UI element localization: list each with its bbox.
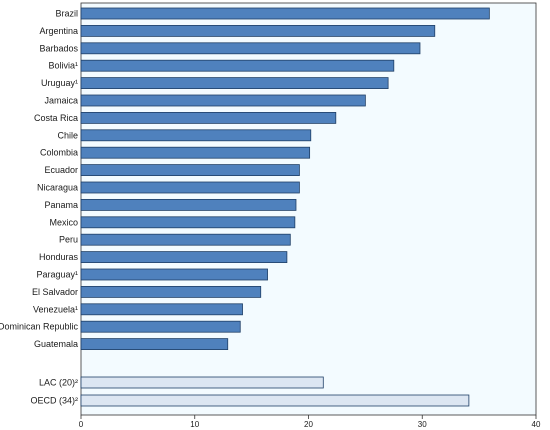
bar-ecuador — [80, 164, 300, 177]
bar-honduras — [80, 251, 288, 264]
category-label-oecd-34: OECD (34)² — [30, 396, 78, 406]
bar-jamaica — [80, 94, 366, 107]
category-label-barbados: Barbados — [39, 43, 78, 53]
bar-barbados — [80, 42, 421, 55]
bar-lac-20 — [80, 376, 324, 389]
bar-brazil — [80, 7, 490, 20]
x-tick-label-0: 0 — [79, 420, 84, 429]
x-tick-label-30: 30 — [418, 420, 427, 429]
x-tick-label-10: 10 — [190, 420, 199, 429]
category-labels: Brazil Argentina Barbados Bolivia¹ Uruguay¹ J… — [0, 9, 78, 406]
category-label-brazil: Brazil — [55, 9, 78, 19]
x-tick-label-20: 20 — [304, 420, 313, 429]
bars — [80, 7, 490, 407]
x-tick-label-40: 40 — [532, 420, 541, 429]
category-label-honduras: Honduras — [39, 252, 79, 262]
bar-dominican-republic — [80, 320, 241, 333]
bar-venezuela — [80, 303, 243, 316]
category-label-mexico: Mexico — [49, 217, 78, 227]
x-axis: 0 10 20 30 40 — [79, 415, 541, 429]
category-label-uruguay: Uruguay¹ — [41, 78, 78, 88]
category-label-peru: Peru — [59, 235, 78, 245]
category-label-argentina: Argentina — [39, 26, 78, 36]
category-label-chile: Chile — [57, 130, 78, 140]
bar-guatemala — [80, 338, 229, 351]
bar-uruguay — [80, 77, 389, 89]
category-label-el-salvador: El Salvador — [32, 287, 78, 297]
category-label-jamaica: Jamaica — [44, 96, 78, 106]
category-label-bolivia: Bolivia¹ — [48, 61, 78, 71]
bar-mexico — [80, 216, 296, 229]
category-label-panama: Panama — [44, 200, 78, 210]
bar-argentina — [80, 24, 436, 37]
bar-nicaragua — [80, 181, 300, 194]
category-label-dominican-republic: Dominican Republic — [0, 322, 78, 332]
bar-bolivia — [80, 59, 395, 72]
category-label-ecuador: Ecuador — [44, 165, 78, 175]
category-label-costa-rica: Costa Rica — [34, 113, 78, 123]
category-label-venezuela: Venezuela¹ — [33, 304, 78, 314]
bar-colombia — [80, 146, 311, 159]
bar-el-salvador — [80, 285, 262, 298]
bar-peru — [80, 233, 291, 246]
bar-chile — [80, 129, 312, 142]
bar-oecd-34 — [80, 394, 470, 407]
category-label-lac-20: LAC (20)² — [39, 378, 78, 388]
bar-costa-rica — [80, 112, 337, 124]
category-label-guatemala: Guatemala — [34, 339, 78, 349]
bar-panama — [80, 198, 297, 211]
category-label-nicaragua: Nicaragua — [37, 183, 78, 193]
bar-paraguay — [80, 268, 268, 281]
category-label-colombia: Colombia — [40, 148, 78, 158]
category-label-paraguay: Paraguay¹ — [36, 270, 78, 280]
